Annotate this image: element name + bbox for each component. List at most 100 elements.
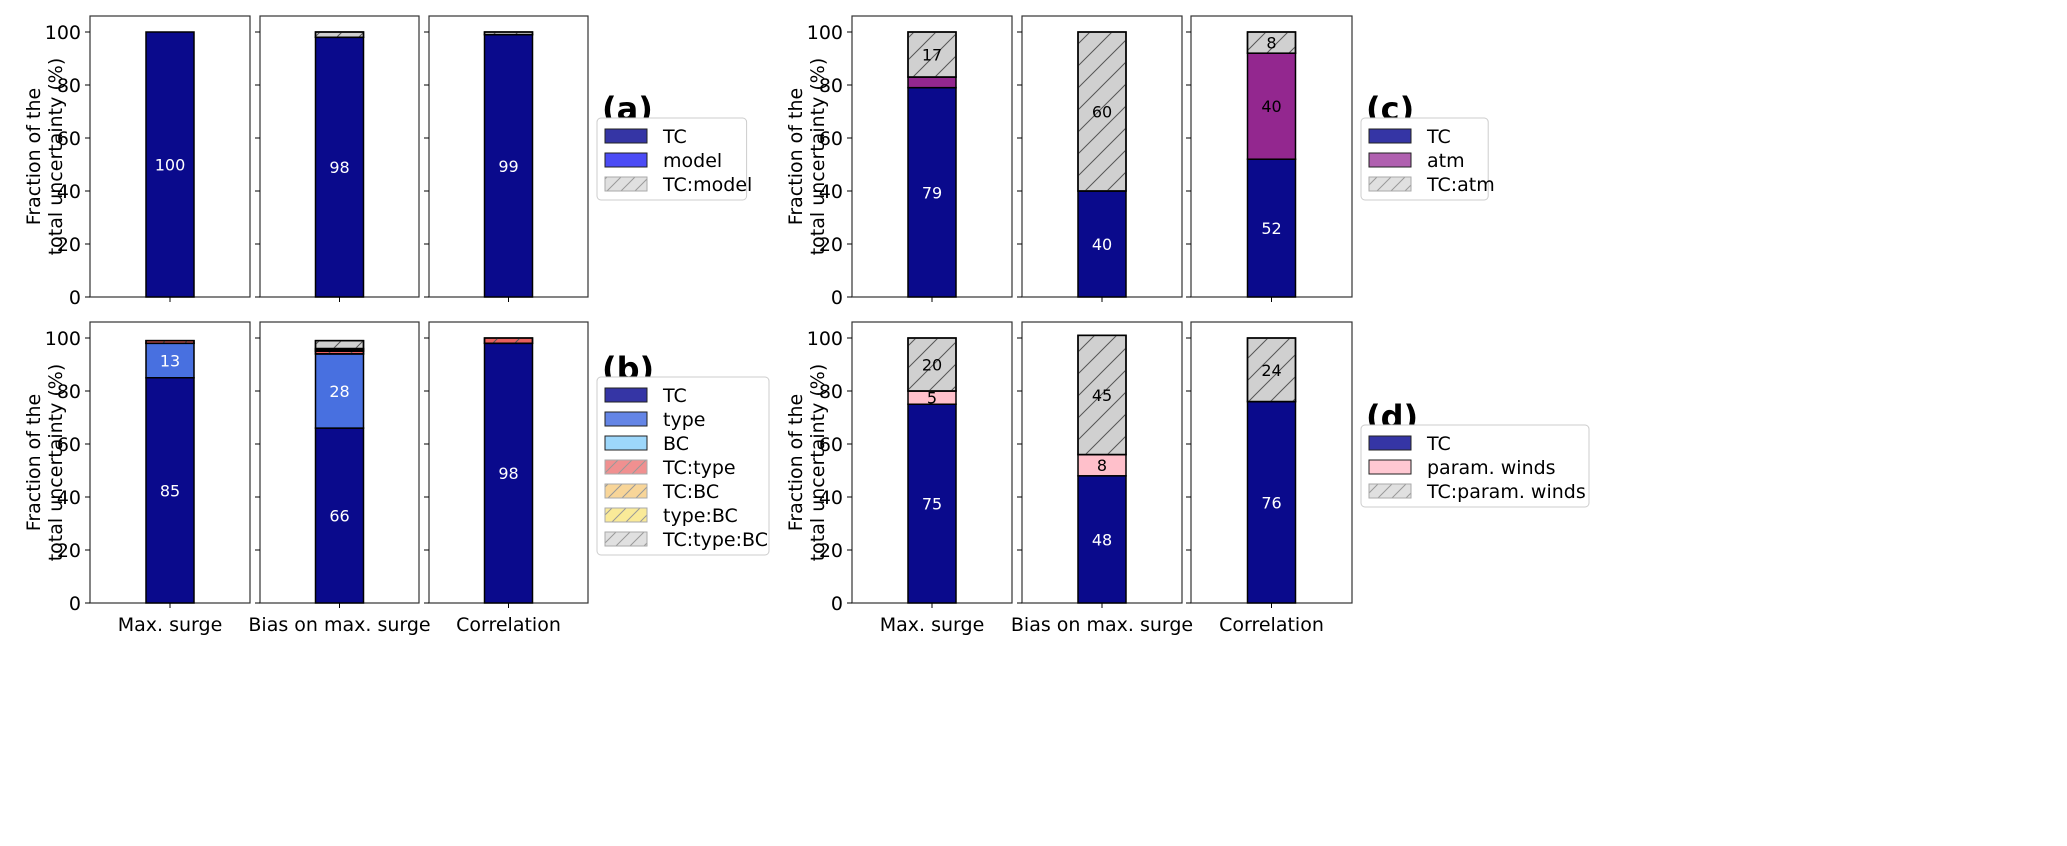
legend-swatch-hatch — [1368, 483, 1412, 499]
y-tick-label: 80 — [57, 381, 81, 403]
bar-value-label: 24 — [1261, 361, 1281, 380]
y-tick-label: 60 — [57, 434, 81, 456]
subplot-3: Correlation 76 24 — [1186, 321, 1353, 636]
legend-label: TC:param. winds — [1426, 481, 1586, 503]
legend-swatch-hatch — [604, 483, 648, 499]
legend-swatch — [1368, 459, 1412, 475]
x-tick-label: Bias on max. surge — [1011, 614, 1193, 636]
subplot-1: 0 20 40 60 80 100 79 17 — [807, 15, 1013, 309]
bar-value-label: 52 — [1261, 219, 1281, 238]
subplot-2: Bias on max. surge 66 28 — [248, 321, 431, 636]
legend-swatch-hatch — [604, 176, 648, 192]
bar-hatch — [1077, 31, 1127, 192]
legend-label: atm — [1427, 150, 1465, 172]
bar-value-label: 20 — [922, 356, 942, 375]
bar-hatch — [907, 31, 957, 78]
bar-value-label: 40 — [1261, 97, 1281, 116]
y-tick-label: 100 — [807, 328, 843, 350]
legend-item: TC — [1368, 433, 1451, 455]
legend-swatch — [604, 152, 648, 168]
y-tick-label: 80 — [819, 381, 843, 403]
bar-segment-tc — [314, 36, 365, 298]
legend-label: TC:BC — [662, 481, 719, 503]
bar-hatch — [1246, 31, 1297, 54]
legend-swatch-hatch — [604, 507, 648, 523]
legend-label: BC — [663, 433, 689, 455]
legend-item: type — [604, 409, 705, 431]
legend-swatch-hatch — [604, 531, 648, 547]
bar-value-label: 5 — [927, 389, 937, 408]
bar-segment-tc — [145, 377, 195, 604]
bar-segment-tc — [1077, 190, 1127, 298]
subplot-1: 0 20 40 60 80 100 100 — [45, 15, 251, 309]
legend-item: param. winds — [1368, 457, 1556, 479]
bar-hatch — [314, 339, 365, 350]
legend-label: param. winds — [1427, 457, 1556, 479]
legend-item: type:BC — [604, 505, 738, 527]
bar-segment-tc — [907, 86, 957, 298]
bar-segment-tc — [483, 33, 534, 298]
subplot-2: 40 60 — [1017, 15, 1183, 302]
y-tick-label: 0 — [831, 593, 843, 615]
bar-hatch — [1077, 334, 1127, 456]
bar-value-label: 8 — [1097, 456, 1107, 475]
bar-value-label: 13 — [160, 352, 180, 371]
y-tick-label: 0 — [69, 593, 81, 615]
subplot-3: 52 40 8 — [1186, 15, 1353, 302]
legend-swatch-hatch — [1368, 176, 1412, 192]
bar-value-label: 28 — [329, 382, 349, 401]
subplot-1: 0 20 40 60 80 100 Max. surge 85 13 — [45, 321, 251, 636]
y-tick-label: 0 — [831, 287, 843, 309]
subplot-2: Bias on max. surge 48 8 45 — [1011, 321, 1193, 636]
bar-value-label: 100 — [155, 156, 186, 175]
bar-segment-tc — [314, 427, 365, 604]
y-tick-label: 40 — [57, 487, 81, 509]
x-tick-label: Max. surge — [118, 614, 223, 636]
bar-hatch — [314, 31, 365, 39]
legend-swatch — [1368, 152, 1412, 168]
legend-label: TC — [662, 385, 687, 407]
legend-swatch — [604, 435, 648, 451]
legend-label: type:BC — [663, 505, 738, 527]
bar-segment-atm — [907, 76, 957, 89]
bar-hatch — [483, 337, 534, 345]
bar-segment-type — [145, 342, 195, 379]
bar-value-label: 66 — [329, 507, 349, 526]
y-tick-label: 60 — [819, 434, 843, 456]
y-tick-label: 20 — [57, 540, 81, 562]
bar-hatch — [145, 339, 195, 345]
bar-segment-tc — [145, 31, 195, 298]
bar-value-label: 79 — [922, 183, 942, 202]
legend-item: TC:BC — [604, 481, 719, 503]
bar-value-label: 99 — [498, 157, 518, 176]
bar-segment-type — [314, 353, 365, 429]
y-tick-label: 20 — [819, 540, 843, 562]
bar-hatch — [907, 337, 957, 392]
bar-value-label: 75 — [922, 495, 942, 514]
legend-label: TC:type — [662, 457, 736, 479]
bar-value-label: 8 — [1266, 34, 1276, 53]
legend-label: TC — [1426, 433, 1451, 455]
bar-segment-tc — [1077, 475, 1127, 604]
y-tick-label: 0 — [69, 287, 81, 309]
y-tick-label: 40 — [57, 181, 81, 203]
legend-swatch — [604, 387, 648, 403]
subplot-3: Correlation 98 — [424, 321, 589, 636]
bar-value-label: 85 — [160, 481, 180, 500]
bar-value-label: 40 — [1092, 235, 1112, 254]
bar-value-label: 76 — [1261, 493, 1281, 512]
legend-swatch — [1368, 435, 1412, 451]
y-tick-label: 100 — [45, 328, 81, 350]
legend-swatch-hatch — [604, 459, 648, 475]
legend-item: TC — [1368, 126, 1451, 148]
y-axis-label: Fraction of thetotal uncertainty (%) — [23, 364, 67, 562]
subplot-2: 98 — [255, 15, 420, 302]
legend-item: TC — [604, 126, 687, 148]
subplot-3: 99 — [424, 15, 589, 302]
y-tick-label: 40 — [819, 487, 843, 509]
